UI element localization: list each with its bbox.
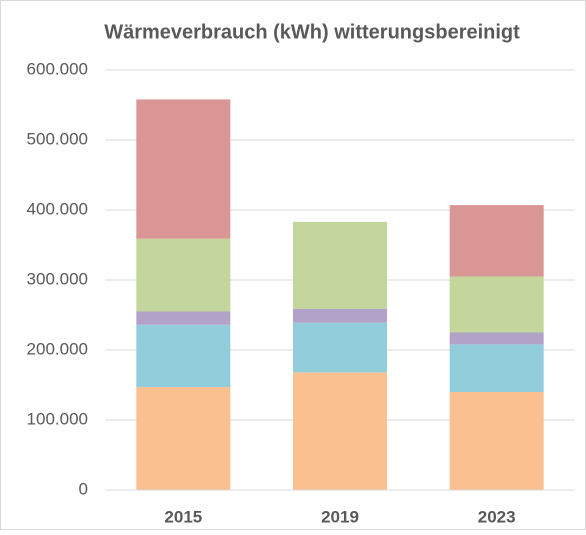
bar-segment <box>293 308 387 323</box>
y-tick-label: 100.000 <box>27 409 88 428</box>
x-tick-label: 2023 <box>478 507 516 526</box>
bar-segment <box>293 372 387 490</box>
bar-segment <box>293 322 387 373</box>
x-tick-label: 2015 <box>164 507 202 526</box>
bar-segment <box>136 387 231 490</box>
y-tick-label: 200.000 <box>27 339 88 358</box>
bar-segment <box>136 311 231 325</box>
chart-title: Wärmeverbrauch (kWh) witterungsbereinigt <box>104 21 520 43</box>
bar-segment <box>449 344 544 392</box>
bar-segment <box>449 205 544 277</box>
bar-segment <box>293 221 387 309</box>
bar-segment <box>136 99 231 239</box>
y-tick-label: 600.000 <box>27 59 88 78</box>
bar-segment <box>449 332 544 345</box>
y-tick-label: 300.000 <box>27 269 88 288</box>
bar-segment <box>136 324 231 388</box>
y-tick-label: 500.000 <box>27 129 88 148</box>
bar-segment <box>449 392 544 490</box>
y-tick-label: 400.000 <box>27 199 88 218</box>
bar-segment <box>449 276 544 333</box>
y-tick-label: 0 <box>79 479 88 498</box>
x-tick-label: 2019 <box>321 507 359 526</box>
bar-segment <box>136 238 231 312</box>
